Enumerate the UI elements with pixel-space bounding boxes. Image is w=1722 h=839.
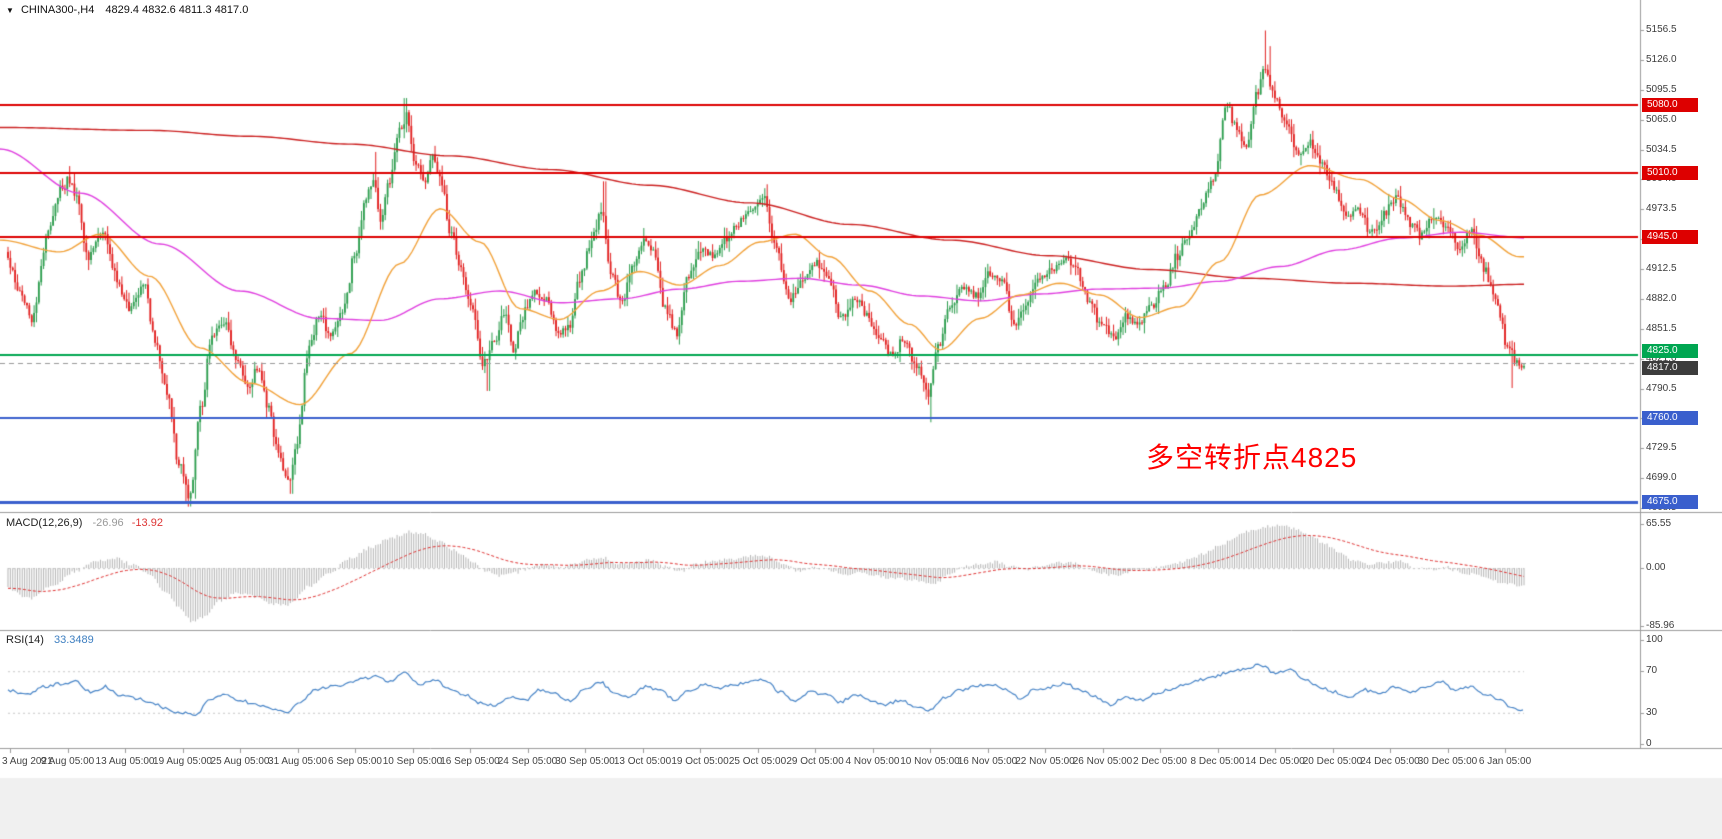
price-level-tag: 4675.0 bbox=[1642, 494, 1698, 509]
rsi-scale-label: 70 bbox=[1646, 665, 1658, 677]
price-tick-label: 4699.0 bbox=[1646, 472, 1677, 484]
price-tick-label: 4882.0 bbox=[1646, 292, 1677, 304]
price-tick-label: 4912.5 bbox=[1646, 263, 1677, 274]
time-axis-label: 16 Sep 05:00 bbox=[440, 756, 500, 767]
time-axis-label: 31 Aug 05:00 bbox=[268, 756, 327, 767]
symbol-dropdown-icon[interactable]: ▼ bbox=[6, 6, 14, 15]
rsi-scale-label: 100 bbox=[1646, 634, 1663, 645]
rsi-value: 33.3489 bbox=[53, 634, 94, 646]
time-axis-label: 25 Aug 05:00 bbox=[210, 756, 270, 767]
time-axis-label: 16 Nov 05:00 bbox=[957, 756, 1018, 767]
time-axis-label: 8 Dec 05:00 bbox=[1190, 756, 1245, 767]
price-tick-label: 4729.5 bbox=[1646, 442, 1677, 454]
time-axis-label: 13 Aug 05:00 bbox=[95, 756, 155, 767]
macd-scale-label: -85.96 bbox=[1646, 620, 1675, 631]
time-axis-label: 24 Sep 05:00 bbox=[497, 756, 558, 767]
price-level-tag: 4945.0 bbox=[1642, 230, 1698, 245]
price-tick-label: 5034.5 bbox=[1646, 143, 1677, 155]
time-axis-label: 19 Aug 05:00 bbox=[153, 756, 212, 767]
macd-indicator-label: MACD(12,26,9) -26.96 -13.92 bbox=[6, 517, 163, 529]
price-tick-label: 4973.5 bbox=[1646, 203, 1677, 215]
price-level-tag: 4825.0 bbox=[1642, 343, 1698, 358]
price-tick-label: 5126.0 bbox=[1646, 53, 1677, 65]
time-axis-label: 3 Aug 2021 bbox=[2, 756, 53, 767]
macd-scale-label: 0.00 bbox=[1646, 562, 1666, 574]
price-level-tag: 4760.0 bbox=[1642, 411, 1698, 426]
time-axis-label: 2 Dec 05:00 bbox=[1133, 756, 1187, 767]
time-axis-label: 20 Dec 05:00 bbox=[1302, 756, 1363, 767]
chart-header: ▼ CHINA300-,H4 4829.4 4832.6 4811.3 4817… bbox=[6, 4, 248, 16]
time-axis-label: 4 Nov 05:00 bbox=[845, 756, 900, 767]
time-axis-label: 26 Nov 05:00 bbox=[1072, 756, 1133, 767]
price-tick-label: 5065.0 bbox=[1646, 113, 1677, 125]
rsi-scale-label: 30 bbox=[1646, 706, 1658, 718]
price-level-tag: 4817.0 bbox=[1642, 360, 1698, 375]
price-tick-label: 4790.5 bbox=[1646, 382, 1677, 394]
annotation-text: 多空转折点4825 bbox=[1146, 442, 1358, 473]
time-axis-label: 22 Nov 05:00 bbox=[1015, 756, 1075, 767]
price-level-tag: 5010.0 bbox=[1642, 166, 1698, 181]
time-axis-label: 13 Oct 05:00 bbox=[613, 756, 672, 767]
rsi-scale-label: 0 bbox=[1646, 738, 1652, 749]
macd-scale-label: 65.55 bbox=[1646, 518, 1672, 529]
time-axis-label: 25 Oct 05:00 bbox=[728, 756, 787, 767]
time-axis-label: 6 Sep 05:00 bbox=[328, 756, 382, 767]
price-tick-label: 5095.5 bbox=[1646, 83, 1677, 95]
macd-main-value: -26.96 bbox=[92, 517, 124, 529]
price-tick-label: 4821.0 bbox=[1646, 352, 1677, 364]
time-axis-label: 24 Dec 05:00 bbox=[1360, 756, 1420, 767]
time-axis-label: 29 Oct 05:00 bbox=[786, 756, 844, 767]
price-tick-label: 4851.5 bbox=[1646, 322, 1677, 334]
time-axis-label: 30 Dec 05:00 bbox=[1417, 756, 1478, 767]
price-level-tag: 5080.0 bbox=[1642, 97, 1698, 112]
ohlc-values: 4829.4 4832.6 4811.3 4817.0 bbox=[105, 4, 249, 16]
rsi-indicator-label: RSI(14) 33.3489 bbox=[6, 634, 94, 646]
time-axis-label: 6 Jan 05:00 bbox=[1478, 756, 1532, 767]
rsi-name: RSI(14) bbox=[6, 634, 44, 646]
macd-signal-value: -13.92 bbox=[131, 517, 163, 529]
time-axis-label: 10 Nov 05:00 bbox=[900, 756, 960, 767]
time-axis-label: 10 Sep 05:00 bbox=[382, 756, 443, 767]
time-axis-label: 30 Sep 05:00 bbox=[555, 756, 615, 767]
macd-name: MACD(12,26,9) bbox=[6, 517, 83, 529]
time-axis-label: 19 Oct 05:00 bbox=[671, 756, 729, 767]
time-axis-label: 9 Aug 05:00 bbox=[40, 756, 95, 767]
price-tick-label: 5156.5 bbox=[1646, 24, 1677, 35]
symbol-timeframe: CHINA300-,H4 bbox=[20, 4, 95, 16]
time-axis-label: 14 Dec 05:00 bbox=[1245, 756, 1305, 767]
